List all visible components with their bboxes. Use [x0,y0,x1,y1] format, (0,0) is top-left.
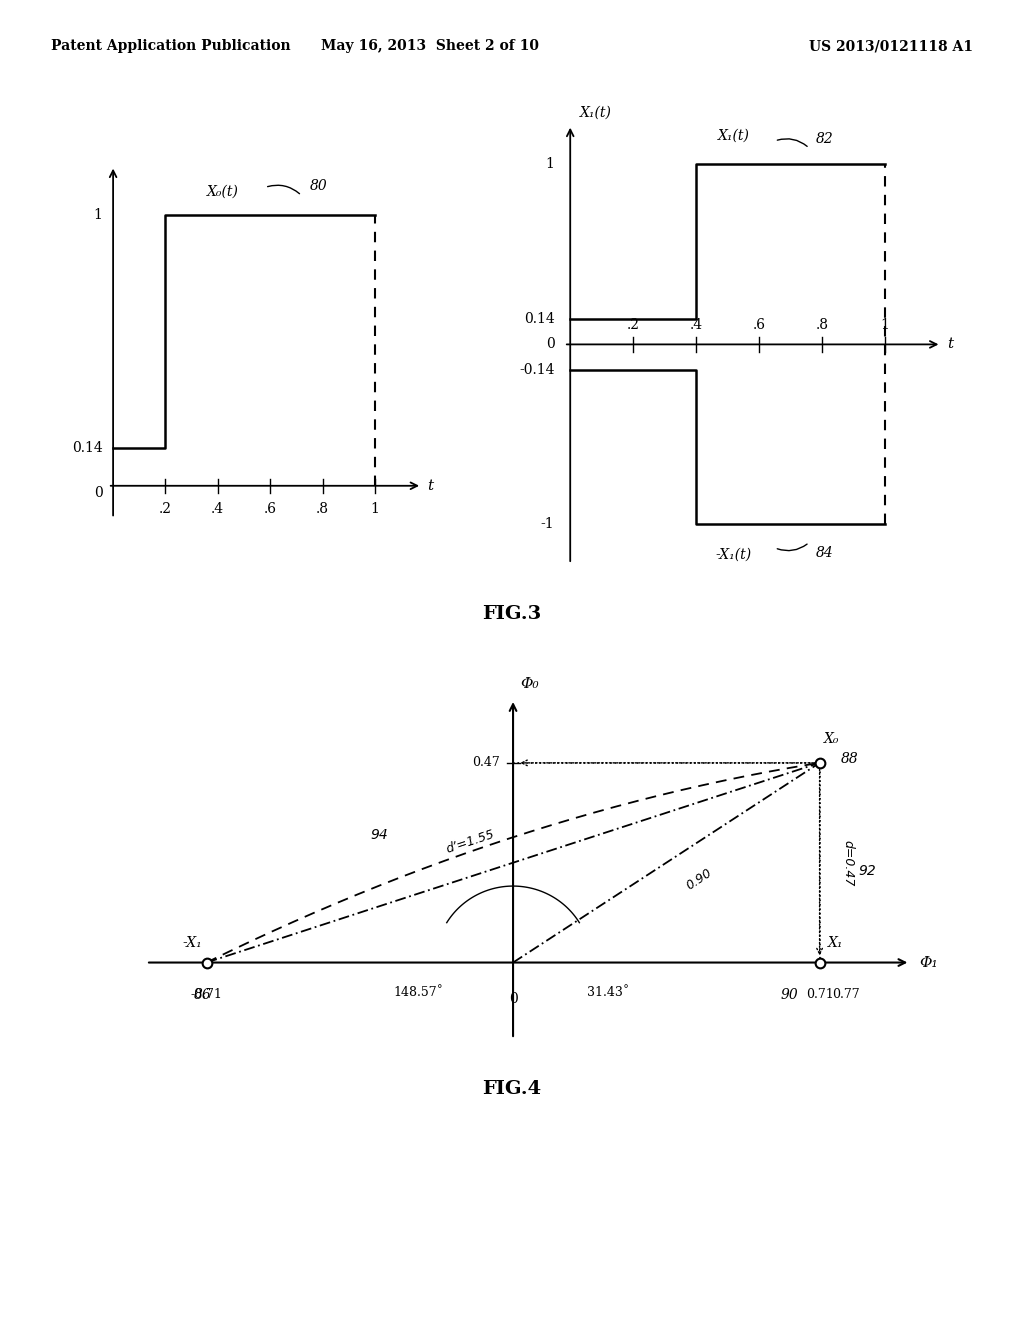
Text: .8: .8 [316,502,329,516]
Text: 0.14: 0.14 [72,441,102,455]
Text: X₁: X₁ [828,936,844,950]
Text: 148.57˚: 148.57˚ [393,986,443,999]
Text: 86: 86 [194,989,211,1002]
Text: 1: 1 [371,502,379,516]
Text: X₀: X₀ [824,731,840,746]
Text: .2: .2 [627,318,640,331]
Text: 1: 1 [881,318,889,331]
Text: 0.14: 0.14 [523,313,555,326]
Text: -X₁: -X₁ [182,936,202,950]
Text: 1: 1 [546,157,555,172]
Text: 0: 0 [546,338,555,351]
Text: .6: .6 [263,502,276,516]
Text: 31.43˚: 31.43˚ [587,986,629,999]
Text: .4: .4 [689,318,702,331]
Text: Φ₁: Φ₁ [919,956,938,969]
Text: 0.77: 0.77 [831,989,859,1001]
Text: 0.71: 0.71 [806,989,834,1001]
Text: .8: .8 [815,318,828,331]
Text: 0.90: 0.90 [684,866,714,892]
Text: 90: 90 [780,989,798,1002]
Text: 88: 88 [841,751,859,766]
Text: -X₁(t): -X₁(t) [716,548,752,562]
Text: FIG.4: FIG.4 [482,1080,542,1098]
Text: Φ₀: Φ₀ [521,677,540,690]
Text: X₀(t): X₀(t) [207,185,239,198]
Text: Patent Application Publication: Patent Application Publication [51,40,291,53]
Text: FIG.3: FIG.3 [482,605,542,623]
Text: X₁(t): X₁(t) [718,129,750,143]
Text: 0.47: 0.47 [472,756,500,770]
Text: t: t [427,479,433,492]
Text: 84: 84 [815,546,834,560]
Text: .6: .6 [753,318,765,331]
Text: US 2013/0121118 A1: US 2013/0121118 A1 [809,40,973,53]
Text: 0: 0 [509,993,517,1006]
Text: -0.14: -0.14 [519,363,555,376]
Text: .2: .2 [159,502,172,516]
Text: 1: 1 [94,207,102,222]
Text: 94: 94 [371,828,388,842]
Text: t: t [947,338,953,351]
Text: 92: 92 [858,865,877,878]
Text: d=0.47: d=0.47 [841,840,854,886]
Text: .4: .4 [211,502,224,516]
Text: 0: 0 [94,486,102,500]
Text: 80: 80 [309,178,328,193]
Text: X₁(t): X₁(t) [580,106,611,119]
Text: d’=1.55: d’=1.55 [444,828,496,855]
Text: 82: 82 [815,132,834,147]
Text: -1: -1 [541,517,555,532]
Text: May 16, 2013  Sheet 2 of 10: May 16, 2013 Sheet 2 of 10 [322,40,539,53]
Text: -0.71: -0.71 [190,989,222,1001]
